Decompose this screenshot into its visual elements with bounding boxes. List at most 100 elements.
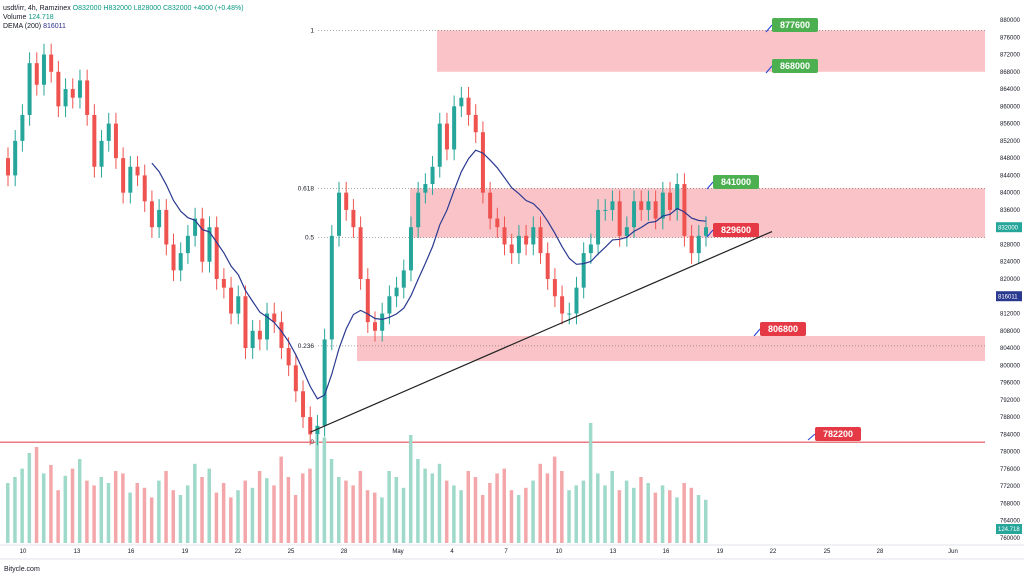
volume-bar	[423, 468, 427, 543]
candle-body	[63, 89, 68, 107]
candle-body	[257, 330, 262, 340]
volume-bar	[372, 492, 377, 543]
fib-level-label: 0.618	[298, 185, 315, 192]
candle-body	[20, 114, 25, 141]
price-axis-label: 848000	[1000, 156, 1021, 162]
candle-body	[495, 218, 500, 228]
price-axis-label: 772000	[1000, 484, 1021, 490]
volume-bar	[502, 468, 507, 543]
tag-connector	[753, 328, 761, 337]
dema-price-marker	[996, 291, 1022, 302]
volume-bar	[581, 480, 586, 543]
volume-bar	[495, 473, 499, 543]
candle-body	[632, 201, 637, 228]
volume-bar	[560, 471, 564, 543]
time-axis-label: 16	[663, 549, 670, 555]
price-axis-label: 768000	[1000, 501, 1021, 507]
tag-connector	[765, 24, 773, 33]
volume-bar	[696, 495, 701, 543]
volume-bar	[452, 485, 456, 543]
volume-bar	[20, 468, 24, 543]
volume-bar	[99, 477, 104, 543]
price-tag-label: 877600	[780, 20, 810, 30]
volume-bar	[380, 497, 384, 543]
volume-bar	[236, 490, 240, 543]
volume-bar	[488, 483, 492, 543]
candle-body	[34, 63, 39, 85]
candle-body	[696, 235, 701, 254]
price-axis-label: 856000	[1000, 122, 1021, 128]
price-axis-label: 864000	[1000, 87, 1021, 93]
candle-body	[41, 54, 46, 85]
candle-body	[682, 184, 687, 236]
chart-legend: usdt/irr, 4h, Ramzinex O832000 H832000 L…	[3, 4, 244, 31]
candle-body	[49, 54, 54, 72]
price-axis-label: 876000	[1000, 35, 1021, 41]
time-axis-label: 22	[235, 549, 242, 555]
volume-bar	[653, 492, 658, 543]
candle-body	[236, 296, 241, 314]
price-axis-label: 800000	[1000, 363, 1021, 369]
candle-body	[70, 89, 75, 98]
trendline	[309, 230, 773, 433]
volume-bar	[257, 471, 262, 543]
volume-bar	[509, 490, 514, 543]
candle-body	[279, 322, 284, 349]
candle-body	[128, 166, 133, 193]
candle-body	[545, 253, 550, 279]
candle-body	[337, 192, 342, 236]
price-tag-box	[760, 322, 806, 336]
price-axis-label: 796000	[1000, 381, 1021, 387]
candle-body	[272, 313, 277, 323]
volume-bar	[516, 495, 521, 543]
candle-body	[365, 279, 370, 323]
candle-body	[502, 227, 507, 245]
candle-body	[229, 287, 234, 314]
volume-bar	[49, 465, 53, 543]
candle-body	[509, 244, 514, 254]
price-tag-label: 829600	[721, 225, 751, 235]
volume-bar	[660, 485, 665, 543]
volume-bar	[315, 435, 319, 543]
price-axis-label: 792000	[1000, 398, 1021, 404]
candle-body	[85, 80, 90, 115]
candle-body	[408, 227, 413, 271]
last-price-label: 832000	[998, 226, 1019, 232]
volume-bar	[149, 497, 154, 543]
time-axis-label: Jun	[948, 549, 958, 555]
candle-body	[473, 114, 478, 133]
volume-bar	[617, 490, 622, 543]
candle-body	[574, 287, 579, 314]
volume-bar	[480, 495, 485, 543]
volume-bar	[668, 490, 672, 543]
volume-bar	[603, 485, 607, 543]
price-axis-label: 780000	[1000, 450, 1021, 456]
volume-bar	[675, 497, 679, 543]
time-axis-label: 10	[556, 549, 563, 555]
candle-body	[581, 253, 586, 288]
candle-body	[617, 201, 622, 236]
price-axis-label: 836000	[1000, 208, 1021, 214]
volume-bar	[243, 480, 247, 543]
ohlc-values: O832000 H832000 L828000 C832000 +4000 (+…	[72, 5, 244, 12]
volume-bar	[34, 447, 39, 543]
volume-bar	[344, 480, 348, 543]
candle-body	[588, 244, 593, 254]
candle-body	[99, 140, 104, 167]
candle-body	[358, 227, 363, 279]
candle-body	[214, 227, 219, 279]
time-axis-label: 19	[717, 549, 724, 555]
time-axis-label: 7	[504, 549, 508, 555]
volume-bar	[214, 492, 219, 543]
volume-bar	[207, 468, 211, 543]
candle-body	[113, 123, 118, 159]
volume-bar	[128, 492, 132, 543]
candle-body	[221, 279, 226, 288]
candle-body	[56, 71, 61, 107]
price-tag-box	[713, 223, 759, 237]
volume-bar	[437, 463, 442, 543]
candle-body	[243, 296, 248, 349]
volume-row: Volume 124.718	[3, 13, 244, 22]
watermark: Bitycle.com	[4, 566, 40, 573]
